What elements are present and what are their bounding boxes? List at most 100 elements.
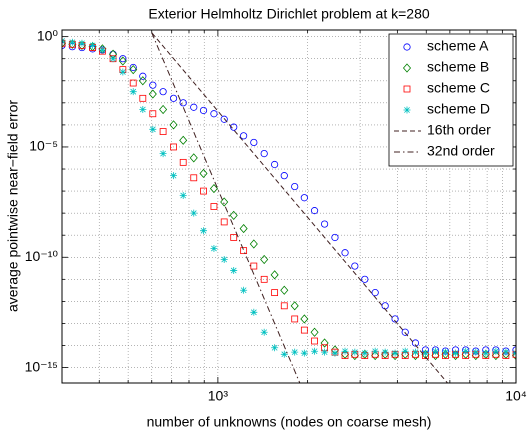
marker [138, 76, 147, 86]
marker [170, 143, 177, 151]
marker [89, 41, 97, 49]
marker [381, 348, 389, 356]
marker [169, 120, 178, 130]
marker [78, 39, 86, 47]
marker [200, 187, 207, 195]
marker [511, 350, 516, 361]
marker [451, 350, 460, 361]
marker [271, 160, 279, 169]
marker [361, 349, 369, 357]
marker [341, 347, 349, 355]
marker [391, 350, 400, 361]
marker [351, 348, 359, 356]
marker [403, 85, 411, 93]
marker [249, 239, 258, 249]
marker [199, 168, 208, 179]
marker [148, 89, 157, 99]
marker [189, 153, 198, 163]
marker [472, 348, 480, 356]
marker [129, 65, 138, 75]
marker [98, 46, 106, 54]
marker [280, 350, 288, 358]
marker [431, 350, 440, 361]
marker [230, 267, 238, 275]
marker [109, 55, 117, 63]
marker [351, 262, 359, 270]
marker [179, 99, 187, 107]
marker [310, 207, 319, 215]
legend-label: 32nd order [427, 143, 495, 159]
marker [502, 348, 510, 356]
marker [320, 220, 329, 228]
marker [421, 349, 429, 357]
plot-area [62, 32, 516, 383]
marker [331, 233, 339, 242]
marker [403, 106, 411, 114]
marker [311, 347, 319, 355]
marker [139, 105, 147, 113]
marker [401, 328, 409, 336]
marker [210, 244, 218, 252]
marker [220, 256, 228, 264]
order-line [151, 32, 301, 383]
marker [129, 88, 137, 96]
legend-label: scheme D [427, 101, 490, 117]
marker [229, 210, 238, 221]
marker [179, 158, 187, 166]
marker [391, 315, 399, 323]
legend: scheme A scheme B scheme C scheme D 16th ord… [388, 33, 514, 167]
x-tick-label: 10⁴ [505, 388, 527, 404]
marker [331, 349, 339, 357]
legend-label: scheme B [427, 59, 489, 75]
marker [209, 183, 218, 194]
marker [118, 56, 127, 66]
order-line [151, 32, 449, 383]
marker [291, 315, 299, 323]
marker [179, 192, 187, 200]
marker [361, 275, 369, 283]
marker [199, 106, 208, 115]
marker [280, 302, 288, 310]
marker [280, 285, 289, 295]
marker [169, 94, 178, 102]
marker [210, 203, 218, 210]
marker [290, 301, 299, 311]
marker [240, 286, 248, 294]
marker [280, 172, 288, 180]
legend-label: scheme A [427, 38, 489, 54]
marker [77, 40, 86, 51]
marker [68, 38, 76, 46]
legend-label: scheme C [427, 80, 490, 96]
marker [401, 347, 409, 355]
marker [170, 172, 178, 180]
marker [190, 174, 198, 182]
marker [441, 348, 449, 356]
marker [129, 79, 137, 87]
y-tick-label: 10⁻¹⁰ [25, 248, 59, 264]
marker [260, 275, 268, 283]
marker [300, 194, 308, 202]
marker [403, 43, 411, 51]
marker [491, 350, 500, 361]
marker [402, 63, 412, 73]
marker [391, 349, 399, 357]
marker [149, 81, 157, 89]
marker [230, 123, 238, 131]
marker [210, 110, 218, 118]
legend-label: 16th order [427, 122, 491, 138]
marker [68, 39, 77, 49]
marker [220, 218, 228, 226]
marker [240, 132, 248, 140]
marker [250, 138, 258, 147]
marker [129, 63, 137, 72]
plot-frame [61, 29, 517, 384]
marker [411, 339, 420, 347]
marker [300, 349, 308, 357]
marker [230, 234, 238, 241]
marker [271, 344, 279, 352]
marker [311, 337, 318, 345]
marker [250, 308, 258, 316]
marker [149, 110, 157, 118]
marker [300, 314, 309, 324]
